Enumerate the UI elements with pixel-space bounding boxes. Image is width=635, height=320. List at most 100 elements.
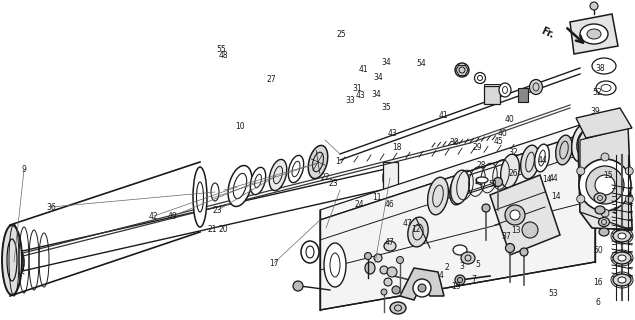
Polygon shape xyxy=(580,128,632,230)
Circle shape xyxy=(601,153,609,161)
Bar xyxy=(518,88,528,102)
Ellipse shape xyxy=(450,175,466,205)
Ellipse shape xyxy=(595,175,615,195)
Ellipse shape xyxy=(455,275,465,285)
Circle shape xyxy=(510,210,520,220)
Ellipse shape xyxy=(613,274,631,286)
Ellipse shape xyxy=(505,244,514,252)
Ellipse shape xyxy=(384,241,396,251)
Circle shape xyxy=(293,281,303,291)
Text: 29: 29 xyxy=(472,143,483,152)
Polygon shape xyxy=(576,108,632,138)
Ellipse shape xyxy=(499,83,511,97)
Circle shape xyxy=(387,267,397,277)
Text: 18: 18 xyxy=(392,143,401,152)
Text: 3: 3 xyxy=(459,262,464,271)
Text: 6: 6 xyxy=(596,298,601,307)
Text: 47: 47 xyxy=(385,238,395,247)
Text: 36: 36 xyxy=(46,203,56,212)
Text: 51: 51 xyxy=(488,180,498,189)
Ellipse shape xyxy=(390,302,406,314)
Text: 19: 19 xyxy=(451,282,461,291)
Ellipse shape xyxy=(599,218,610,227)
Text: 9: 9 xyxy=(22,165,27,174)
Text: 37: 37 xyxy=(502,232,512,241)
Ellipse shape xyxy=(288,155,304,183)
Polygon shape xyxy=(578,118,632,230)
Ellipse shape xyxy=(383,164,397,192)
Ellipse shape xyxy=(530,79,542,94)
Ellipse shape xyxy=(613,252,631,264)
Text: 40: 40 xyxy=(504,115,514,124)
Text: 14: 14 xyxy=(551,192,561,201)
Ellipse shape xyxy=(396,257,403,263)
Text: 34: 34 xyxy=(373,73,384,82)
Text: 55: 55 xyxy=(216,45,226,54)
Ellipse shape xyxy=(211,183,219,201)
Text: 26: 26 xyxy=(508,169,518,178)
Text: 30: 30 xyxy=(449,138,459,147)
Text: 22: 22 xyxy=(321,173,330,182)
Ellipse shape xyxy=(365,262,375,274)
Ellipse shape xyxy=(613,230,631,242)
Text: 42: 42 xyxy=(149,212,159,221)
Text: 20: 20 xyxy=(218,225,229,234)
Ellipse shape xyxy=(587,29,601,39)
Circle shape xyxy=(577,167,585,175)
Ellipse shape xyxy=(522,185,538,195)
Text: 7: 7 xyxy=(471,276,476,284)
Text: 47: 47 xyxy=(403,219,413,228)
Text: 41: 41 xyxy=(358,65,368,74)
Ellipse shape xyxy=(308,145,328,179)
Circle shape xyxy=(413,279,431,297)
Ellipse shape xyxy=(12,249,24,275)
Ellipse shape xyxy=(455,63,469,77)
Ellipse shape xyxy=(324,243,346,287)
Text: 52: 52 xyxy=(592,88,602,97)
Circle shape xyxy=(625,195,633,203)
Ellipse shape xyxy=(496,187,540,209)
Ellipse shape xyxy=(374,254,382,262)
Ellipse shape xyxy=(579,159,631,211)
Circle shape xyxy=(577,195,585,203)
Ellipse shape xyxy=(381,289,387,295)
Ellipse shape xyxy=(618,255,626,261)
Ellipse shape xyxy=(476,177,488,183)
Text: 14: 14 xyxy=(542,175,552,184)
Polygon shape xyxy=(570,14,618,54)
Ellipse shape xyxy=(500,154,519,188)
Text: 31: 31 xyxy=(352,84,362,93)
Text: 35: 35 xyxy=(381,103,391,112)
Ellipse shape xyxy=(618,233,626,239)
Text: 24: 24 xyxy=(354,200,364,209)
Text: 50: 50 xyxy=(593,246,603,255)
Text: 17: 17 xyxy=(269,259,279,268)
Ellipse shape xyxy=(590,2,598,10)
Ellipse shape xyxy=(580,24,608,44)
Text: 2: 2 xyxy=(444,263,449,272)
Ellipse shape xyxy=(451,170,469,204)
Ellipse shape xyxy=(594,193,606,203)
Text: 23: 23 xyxy=(212,206,222,215)
Ellipse shape xyxy=(2,225,22,295)
Ellipse shape xyxy=(599,228,609,236)
Ellipse shape xyxy=(380,266,388,274)
Ellipse shape xyxy=(594,121,610,151)
Text: 39: 39 xyxy=(591,107,601,116)
Circle shape xyxy=(522,222,538,238)
Ellipse shape xyxy=(250,167,265,195)
Circle shape xyxy=(625,167,633,175)
Text: 5: 5 xyxy=(475,260,480,269)
Polygon shape xyxy=(490,175,560,255)
Bar xyxy=(484,86,500,104)
Circle shape xyxy=(384,278,392,286)
Text: 10: 10 xyxy=(235,122,245,131)
Text: 54: 54 xyxy=(417,59,427,68)
Text: 27: 27 xyxy=(267,75,277,84)
Ellipse shape xyxy=(364,252,371,260)
Ellipse shape xyxy=(193,167,207,227)
Text: 15: 15 xyxy=(603,171,613,180)
Text: 44: 44 xyxy=(549,174,559,183)
Ellipse shape xyxy=(556,135,572,165)
Text: 16: 16 xyxy=(593,278,603,287)
